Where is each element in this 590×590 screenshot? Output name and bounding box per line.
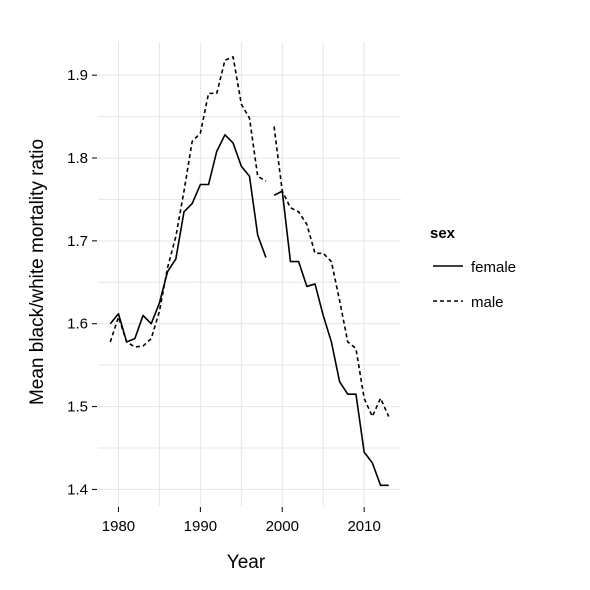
x-tick-label: 2010 xyxy=(347,518,380,535)
y-tick-label: 1.9 xyxy=(67,67,88,84)
gridlines xyxy=(98,42,401,506)
y-tick-label: 1.4 xyxy=(67,481,88,498)
x-axis-title: Year xyxy=(227,552,266,573)
y-tick-label: 1.7 xyxy=(67,233,88,250)
y-axis: 1.4 1.5 1.6 1.7 1.8 1.9 xyxy=(67,67,97,498)
series-layer xyxy=(109,56,390,487)
y-tick-label: 1.8 xyxy=(67,150,88,167)
x-tick-label: 2000 xyxy=(266,518,299,535)
x-tick-label: 1980 xyxy=(102,518,135,535)
series-line-female xyxy=(109,134,389,487)
x-axis: 1980 1990 2000 2010 xyxy=(102,507,381,535)
legend: sex female male xyxy=(430,225,516,311)
legend-title: sex xyxy=(430,225,456,242)
y-tick-label: 1.5 xyxy=(67,399,88,416)
y-tick-label: 1.6 xyxy=(67,316,88,333)
x-tick-label: 1990 xyxy=(184,518,217,535)
legend-label-female: female xyxy=(471,259,516,276)
legend-label-male: male xyxy=(471,294,504,311)
series-line-male xyxy=(109,56,390,418)
y-axis-title: Mean black/white mortality ratio xyxy=(27,139,48,405)
